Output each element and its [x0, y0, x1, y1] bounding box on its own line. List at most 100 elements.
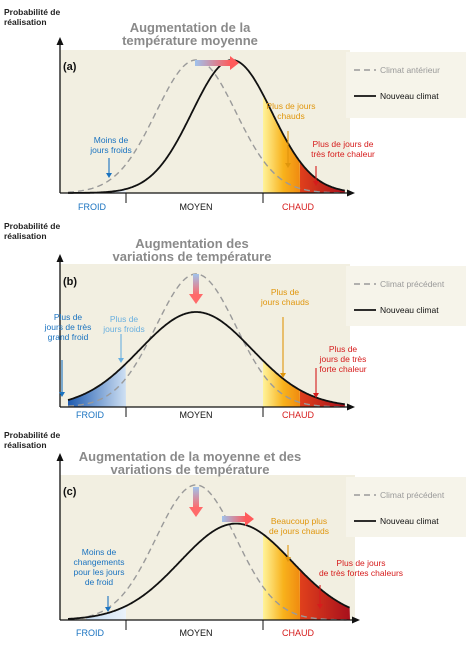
annotation-red-line: jours de très [319, 354, 367, 364]
legend-old-label: Climat précédent [380, 490, 445, 500]
panel-label-line: (a) [63, 61, 77, 73]
spread-arrow-head [189, 507, 203, 517]
annotation-arrowhead [105, 607, 111, 612]
panel-title-line: Augmentation de la [130, 20, 251, 35]
warm-tail-area [263, 360, 300, 407]
annotation-blue-line: de froid [85, 577, 114, 587]
annotation-red-line: Plus de [329, 344, 358, 354]
legend-new-label: Nouveau climat [380, 516, 439, 526]
y-axis-label-line: réalisation [4, 17, 47, 27]
annotation-arrowhead [118, 358, 124, 363]
old-climate-curve [68, 59, 345, 194]
legend-background [346, 266, 466, 326]
annotation-arrowhead [285, 163, 291, 168]
annotation-arrowhead [313, 393, 319, 398]
warm-tail-area [263, 534, 300, 620]
annotation-blue-line: pour les jours [73, 567, 124, 577]
annotation-orange-line: Beaucoup plus [271, 516, 327, 526]
x-label-moyen: MOYEN [179, 202, 212, 212]
spread-arrow-head [189, 294, 203, 304]
panel-b: Probabilité de réalisation Augmentation de… [4, 221, 466, 420]
panel-title-line: Augmentation de la moyenne et des [79, 449, 302, 464]
annotation-blue: Plus de jours de très grand froid [44, 312, 92, 342]
y-axis-label: Probabilité de réalisation [4, 430, 60, 450]
annotation-blue-line: Moins de [94, 135, 129, 145]
annotation-blue-line: grand froid [48, 332, 89, 342]
y-axis-label-line: réalisation [4, 440, 47, 450]
annotation-blue-line: jours de très [44, 322, 92, 332]
annotation-light_blue-line: jours froids [102, 324, 145, 334]
annotation-light_blue-line: Plus de [110, 314, 139, 324]
legend-new-label: Nouveau climat [380, 305, 439, 315]
annotation-blue-line: changements [73, 557, 124, 567]
y-axis-arrowhead [56, 37, 64, 45]
panel-label: (c) [63, 486, 77, 498]
shift-arrow-head [245, 512, 254, 526]
annotation-red: Plus de jours de très forte chaleur [311, 139, 375, 159]
annotation-arrowhead [313, 181, 319, 186]
annotation-blue: Moins de jours froids [89, 135, 132, 155]
annotation-red-line: forte chaleur [319, 364, 366, 374]
y-axis-label: Probabilité de réalisation [4, 221, 60, 241]
panel-label: (b) [63, 276, 77, 288]
x-label-chaud: CHAUD [282, 628, 315, 638]
annotation-arrowhead [317, 604, 323, 609]
panel-title: Augmentation de la moyenne et des variati… [79, 449, 302, 477]
shift-arrow-head [230, 56, 239, 70]
annotation-arrowhead [280, 373, 286, 378]
spread-arrow-body [193, 487, 199, 508]
x-axis-arrowhead [352, 616, 360, 624]
panel-title-line: variations de température [113, 249, 272, 264]
annotation-orange-line: Plus de jours [266, 101, 315, 111]
x-label-froid: FROID [76, 628, 104, 638]
annotation-arrowhead [59, 392, 65, 397]
hot-tail-area [300, 161, 345, 193]
panel-title: Augmentation des variations de températur… [113, 236, 272, 264]
annotation-red-line: Plus de jours de [313, 139, 374, 149]
annotation-orange: Plus de jours chauds [260, 287, 309, 307]
legend-background [346, 477, 466, 537]
new-climate-curve [68, 522, 351, 620]
x-label-chaud: CHAUD [282, 202, 315, 212]
y-axis-label: Probabilité de réalisation [4, 7, 60, 27]
annotation-light_blue: Plus de jours froids [102, 314, 145, 334]
panel-a: Probabilité de réalisation Augmentation de… [4, 7, 466, 212]
y-axis-label-line: Probabilité de [4, 221, 60, 231]
panel-title-line: Augmentation des [135, 236, 248, 251]
x-axis-arrowhead [347, 189, 355, 197]
y-axis-arrowhead [56, 254, 64, 262]
x-label-chaud: CHAUD [282, 410, 315, 420]
y-axis-label-line: Probabilité de [4, 430, 60, 440]
old-climate-curve [68, 273, 345, 408]
annotation-blue-line: jours froids [89, 145, 132, 155]
panel-c: Probabilité de réalisation Augmentation de… [4, 430, 466, 638]
warm-tail-area [263, 94, 300, 193]
legend-old-label: Climat antérieur [380, 65, 440, 75]
annotation-blue-line: Plus de [54, 312, 83, 322]
shift-arrow-body [195, 60, 231, 66]
panel-label: (a) [63, 61, 77, 73]
annotation-red-line: Plus de jours [336, 558, 385, 568]
panel-title: Augmentation de la température moyenne [122, 20, 258, 48]
panel-title-line: température moyenne [122, 33, 258, 48]
annotation-red: Plus de jours de très forte chaleur [319, 344, 367, 374]
cold-tail-area [68, 363, 126, 407]
y-axis-arrowhead [56, 453, 64, 461]
annotation-orange: Beaucoup plus de jours chauds [269, 516, 329, 536]
annotation-blue: Moins de changements pour les jours de froi… [73, 547, 124, 587]
annotation-orange-line: chauds [277, 111, 304, 121]
y-axis-label-line: Probabilité de [4, 7, 60, 17]
annotation-orange-line: jours chauds [260, 297, 309, 307]
shift-arrow-body [222, 516, 246, 522]
annotation-blue-line: Moins de [82, 547, 117, 557]
y-axis-label-line: réalisation [4, 231, 47, 241]
legend-old-label: Climat précédent [380, 279, 445, 289]
annotation-red: Plus de jours de très fortes chaleurs [319, 558, 403, 578]
x-axis-arrowhead [347, 403, 355, 411]
x-label-moyen: MOYEN [179, 410, 212, 420]
annotation-red-line: très forte chaleur [311, 149, 375, 159]
annotation-arrowhead [285, 557, 291, 562]
annotation-orange-line: de jours chauds [269, 526, 329, 536]
annotation-arrowhead [106, 173, 112, 178]
